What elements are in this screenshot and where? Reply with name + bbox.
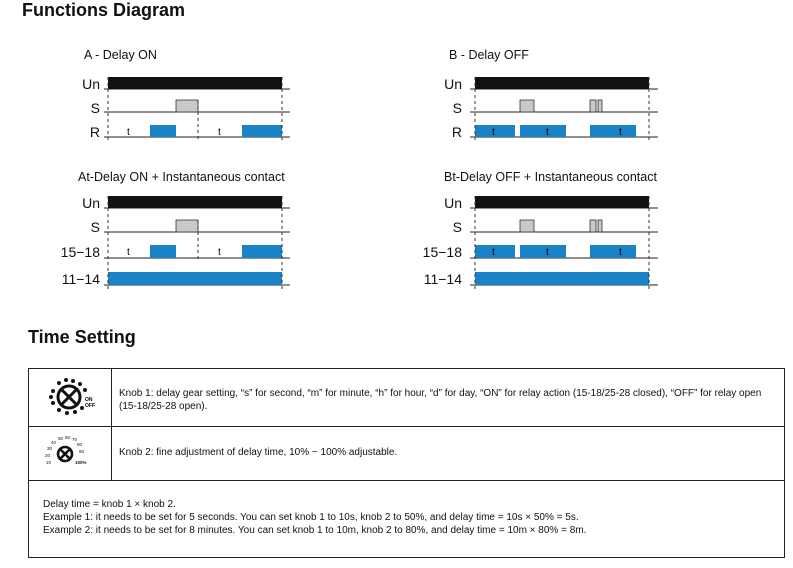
example-2: Example 2: it needs to be set for 8 minu…: [43, 525, 587, 536]
knob2-scale-mark: 20: [45, 453, 51, 458]
knob1-on-mark: ON: [85, 397, 93, 403]
diagram-at-title: At-Delay ON + Instantaneous contact: [78, 170, 285, 184]
delay-t-label: t: [619, 127, 622, 138]
s-pulse: [589, 219, 597, 233]
time-setting-table: ON OFF Knob 1: delay gear setting, “s” f…: [28, 368, 785, 558]
instant-bar: [108, 272, 282, 285]
diagram-at-label-15-18: 15−18: [60, 244, 100, 260]
knob2-scale-mark: 40: [51, 440, 57, 445]
examples-block: Delay time = knob 1 × knob 2. Example 1:…: [29, 480, 784, 557]
delay-t-label: t: [127, 127, 130, 138]
knob1-icon-cell: ON OFF: [29, 369, 112, 426]
r-pulse: [150, 125, 176, 137]
s-pulse: [597, 219, 603, 233]
s-pulse: [519, 219, 535, 233]
knob1-row: ON OFF Knob 1: delay gear setting, “s” f…: [29, 369, 784, 427]
knob1-off-mark: OFF: [85, 403, 95, 409]
s-pulse: [175, 99, 199, 113]
diagram-a-label-un: Un: [82, 76, 100, 92]
r-pulse: [150, 245, 176, 258]
knob2-scale-mark: 60: [65, 435, 71, 440]
diagram-at: t t: [104, 196, 290, 290]
s-pulse: [589, 99, 597, 113]
diagram-bt-label-s: S: [452, 219, 462, 235]
delay-t-label: t: [127, 247, 130, 258]
diagram-a-label-s: S: [90, 100, 100, 116]
r-pulse: [242, 125, 282, 137]
knob2-scale-mark: 100%: [75, 460, 87, 465]
diagram-at-label-11-14: 11−14: [61, 271, 100, 287]
r-pulse: [475, 125, 515, 137]
diagram-bt-label-11-14: 11−14: [423, 271, 462, 287]
diagram-bt-label-un: Un: [444, 195, 462, 211]
knob1-dial-icon: ON OFF: [49, 378, 95, 415]
knob2-scale-mark: 30: [47, 446, 53, 451]
knob2-dial-icon: 10 20 30 40 50 60 70 80 90 100%: [45, 435, 87, 465]
delay-time-formula: Delay time = knob 1 × knob 2.: [43, 499, 176, 510]
delay-t-label: t: [218, 247, 221, 258]
s-pulse: [175, 219, 199, 233]
delay-t-label: t: [492, 127, 495, 138]
delay-t-label: t: [546, 127, 549, 138]
knob2-scale-mark: 90: [79, 449, 85, 454]
timing-diagrams: t t t t t t t: [104, 77, 658, 290]
diagram-b-label-r: R: [451, 124, 462, 140]
delay-t-label: t: [546, 247, 549, 258]
delay-t-label: t: [218, 127, 221, 138]
knob2-icon-cell: 10 20 30 40 50 60 70 80 90 100%: [29, 426, 112, 480]
un-bar: [108, 196, 282, 208]
time-setting-heading: Time Setting: [28, 327, 136, 347]
diagram-at-label-s: S: [90, 219, 100, 235]
un-bar: [475, 77, 649, 89]
s-pulse: [519, 99, 535, 113]
diagram-bt-label-15-18: 15−18: [422, 244, 462, 260]
knob2-description: Knob 2: fine adjustment of delay time, 1…: [119, 447, 398, 458]
diagram-b-label-s: S: [452, 100, 462, 116]
diagram-a: t t: [104, 77, 290, 142]
diagram-b: t t t: [470, 77, 658, 142]
diagram-bt-title: Bt-Delay OFF + Instantaneous contact: [444, 170, 657, 184]
diagram-b-label-un: Un: [444, 76, 462, 92]
delay-t-label: t: [492, 247, 495, 258]
diagram-a-label-r: R: [89, 124, 100, 140]
instant-bar: [475, 272, 649, 285]
r-pulse: [520, 245, 566, 258]
r-pulse: [590, 245, 636, 258]
knob2-row: 10 20 30 40 50 60 70 80 90 100% Knob 2: …: [29, 426, 784, 481]
delay-t-label: t: [619, 247, 622, 258]
r-pulse: [590, 125, 636, 137]
r-pulse: [475, 245, 515, 258]
knob1-description: Knob 1: delay gear setting, “s” for seco…: [119, 388, 762, 412]
example-1: Example 1: it needs to be set for 5 seco…: [43, 512, 579, 523]
knob2-scale-mark: 50: [58, 436, 64, 441]
r-pulse: [520, 125, 566, 137]
diagram-at-label-un: Un: [82, 195, 100, 211]
functions-diagram-heading: Functions Diagram: [22, 0, 186, 20]
un-bar: [475, 196, 649, 208]
knob2-scale-mark: 10: [46, 460, 52, 465]
diagram-b-title: B - Delay OFF: [449, 48, 529, 62]
diagram-a-title: A - Delay ON: [84, 48, 157, 62]
knob2-scale-mark: 70: [72, 437, 78, 442]
r-pulse: [242, 245, 282, 258]
knob2-scale-mark: 80: [77, 442, 83, 447]
un-bar: [108, 77, 282, 89]
s-pulse: [597, 99, 603, 113]
diagram-bt: t t t: [470, 196, 658, 290]
